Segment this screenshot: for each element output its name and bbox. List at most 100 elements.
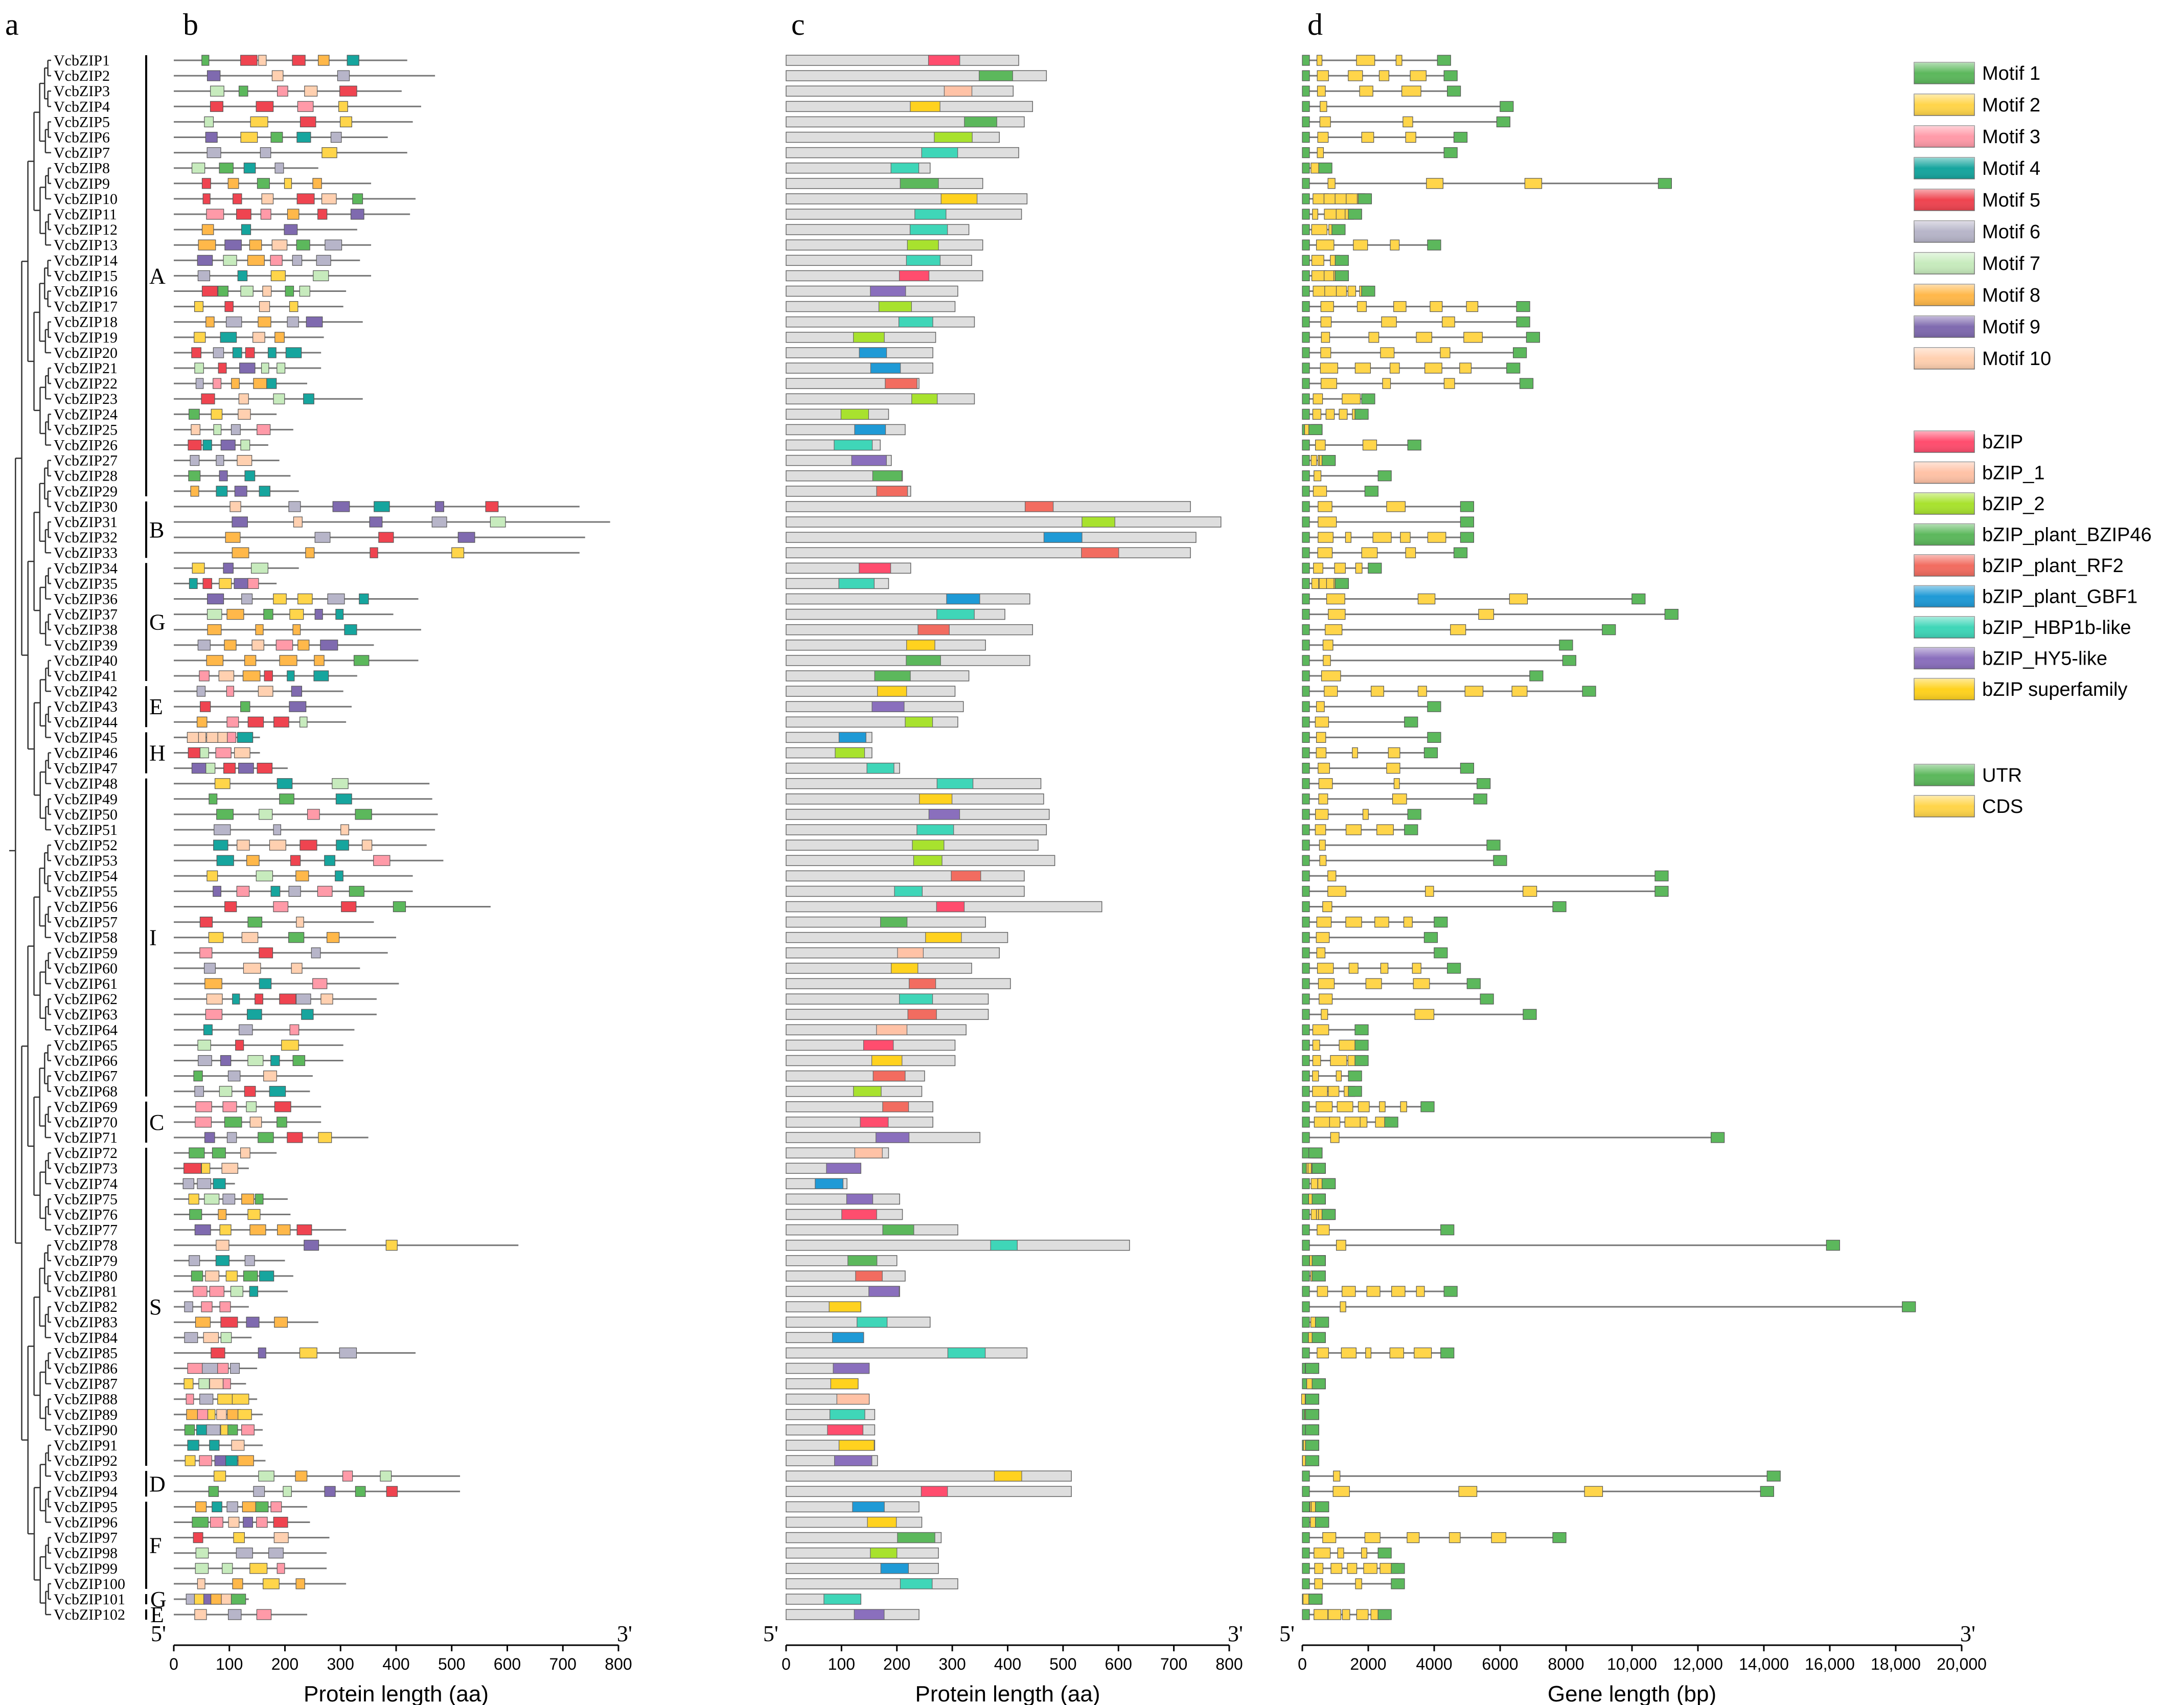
motif-box [283, 1486, 292, 1497]
motif-box [195, 1316, 211, 1328]
utr-box [1302, 670, 1310, 681]
utr-box [1302, 285, 1310, 297]
motif-legend-swatch-shade [1914, 157, 1974, 179]
domain-box [934, 131, 973, 143]
motif-box [236, 209, 251, 220]
phylogenetic-tree [9, 59, 51, 1616]
domain-box [866, 762, 894, 774]
domain-box [913, 855, 942, 866]
motif-box [257, 178, 270, 189]
utr-box [1305, 1455, 1319, 1466]
domain-legend-swatch-shade [1914, 524, 1974, 545]
gene-label: VcbZIP70 [54, 1114, 118, 1131]
domain-box [826, 1163, 861, 1174]
protein-bar [786, 824, 1047, 835]
utr-box [1312, 1193, 1326, 1204]
motif-box [296, 131, 311, 143]
motif-box [199, 701, 211, 712]
motif-box [249, 1224, 266, 1236]
domain-box [838, 732, 866, 743]
motif-box [235, 1039, 244, 1051]
motif-box [271, 239, 288, 251]
motif-box [189, 408, 200, 420]
motif-box [246, 855, 260, 866]
motif-box [289, 701, 307, 712]
motif-box [317, 885, 333, 897]
cds-box [1328, 1086, 1340, 1097]
gene-label: VcbZIP69 [54, 1099, 118, 1116]
motif-box [228, 1516, 240, 1528]
cds-box [1400, 1101, 1407, 1112]
protein-bar [786, 1470, 1072, 1482]
utr-box [1302, 593, 1310, 605]
cds-box [1336, 1240, 1346, 1251]
motif-box [258, 316, 271, 328]
cds-box [1347, 1563, 1358, 1574]
cds-box [1458, 1486, 1478, 1497]
domain-box [877, 686, 907, 697]
motif-box [204, 1193, 220, 1204]
cds-box [1365, 978, 1382, 989]
cds-box [1524, 178, 1543, 189]
domain-box [964, 116, 997, 127]
cds-box [1316, 732, 1326, 743]
motif-box [307, 809, 320, 820]
cds-box [1328, 608, 1346, 620]
motif-box [191, 163, 205, 174]
protein-bar [786, 1101, 933, 1112]
domain-box [940, 193, 978, 204]
motif-box [219, 1224, 232, 1236]
motif-box [259, 809, 273, 820]
utr-box [1354, 1055, 1369, 1066]
motif-box [195, 1117, 212, 1128]
cds-box [1313, 393, 1323, 404]
protein-bar [786, 640, 986, 651]
motif-box [263, 1071, 277, 1082]
motif-box [226, 716, 239, 728]
motif-box [243, 163, 256, 174]
cds-box [1390, 239, 1400, 251]
gene-label: VcbZIP74 [54, 1175, 118, 1192]
motif-box [317, 209, 328, 220]
utr-box [1377, 1609, 1392, 1620]
cds-box [1362, 809, 1369, 820]
motif-box [204, 978, 222, 989]
motif-box [284, 178, 292, 189]
utr-box [1302, 1470, 1310, 1482]
cds-box [1315, 439, 1326, 451]
cds-box [1347, 285, 1357, 297]
motif-box [197, 1039, 211, 1051]
motif-box [274, 1316, 288, 1328]
motif-box [222, 1563, 233, 1574]
cds-box [1332, 1486, 1350, 1497]
utr-box [1302, 178, 1310, 189]
cds-box [1386, 762, 1400, 774]
motif-box [216, 486, 228, 497]
utr-box [1315, 1516, 1329, 1528]
motif-box [192, 1516, 209, 1528]
cds-box [1326, 593, 1345, 605]
utr-box [1321, 1209, 1336, 1220]
utr-box [1302, 1563, 1310, 1574]
motif-box [197, 270, 211, 282]
cds-box [1319, 855, 1327, 866]
cds-box [1312, 209, 1319, 220]
motif-box [273, 1532, 289, 1543]
motif-box [218, 670, 235, 681]
protein-bar [786, 101, 1033, 112]
motif-box [304, 85, 318, 97]
domain-box [909, 978, 936, 989]
motif-box [273, 716, 289, 728]
motif-box [191, 1270, 203, 1282]
motif-box [247, 1209, 261, 1220]
motif-box [202, 439, 212, 451]
motif-box [259, 486, 270, 497]
motif-box [338, 101, 348, 112]
gene-label: VcbZIP6 [54, 129, 110, 146]
utr-box [1302, 978, 1310, 989]
motif-box [279, 993, 296, 1005]
motif-box [291, 686, 303, 697]
utr-box [1302, 209, 1310, 220]
utr-box [1302, 378, 1310, 389]
